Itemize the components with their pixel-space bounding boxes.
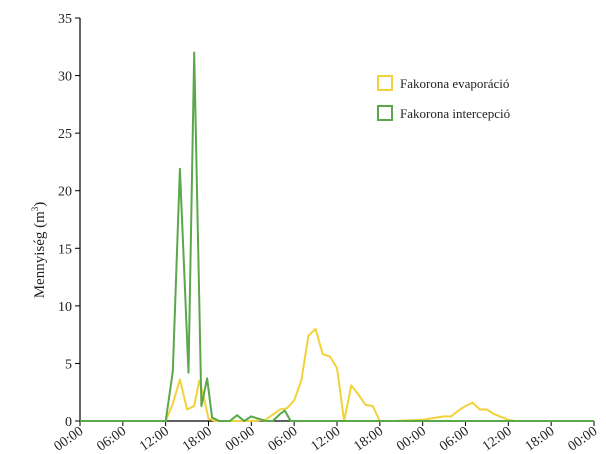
x-tick-label: 06:00 xyxy=(266,424,301,454)
legend-label-2: Fakorona intercepció xyxy=(400,106,510,121)
legend-swatch-2 xyxy=(377,105,393,121)
y-tick-label: 30 xyxy=(58,70,72,85)
x-tick-label: 18:00 xyxy=(351,424,386,454)
series-line-2 xyxy=(80,51,594,422)
y-axis-label: Mennyiség (m3) xyxy=(30,202,48,299)
x-tick-label: 12:00 xyxy=(480,424,515,454)
series-line-1 xyxy=(80,327,594,422)
y-tick-label: 10 xyxy=(58,300,72,315)
legend: Fakorona evaporáció Fakorona intercepció xyxy=(377,75,510,121)
series-layer xyxy=(80,51,594,422)
x-tick-label: 06:00 xyxy=(437,424,472,454)
y-tick-label: 15 xyxy=(58,242,72,257)
y-tick-label: 35 xyxy=(58,12,72,27)
x-tick-label: 18:00 xyxy=(523,424,558,454)
x-tick-label: 00:00 xyxy=(566,424,601,454)
y-tick-label: 5 xyxy=(65,357,72,372)
x-tick-label: 12:00 xyxy=(309,424,344,454)
x-tick-label: 06:00 xyxy=(94,424,129,454)
y-tick-label: 20 xyxy=(58,185,72,200)
x-tick-label: 00:00 xyxy=(394,424,429,454)
y-tick-label: 25 xyxy=(58,127,72,142)
legend-swatch-1 xyxy=(377,75,393,91)
x-tick-label: 00:00 xyxy=(223,424,258,454)
x-tick-label: 12:00 xyxy=(137,424,172,454)
legend-label-1: Fakorona evaporáció xyxy=(400,76,509,91)
y-tick-label: 0 xyxy=(65,415,72,430)
x-tick-label: 18:00 xyxy=(180,424,215,454)
